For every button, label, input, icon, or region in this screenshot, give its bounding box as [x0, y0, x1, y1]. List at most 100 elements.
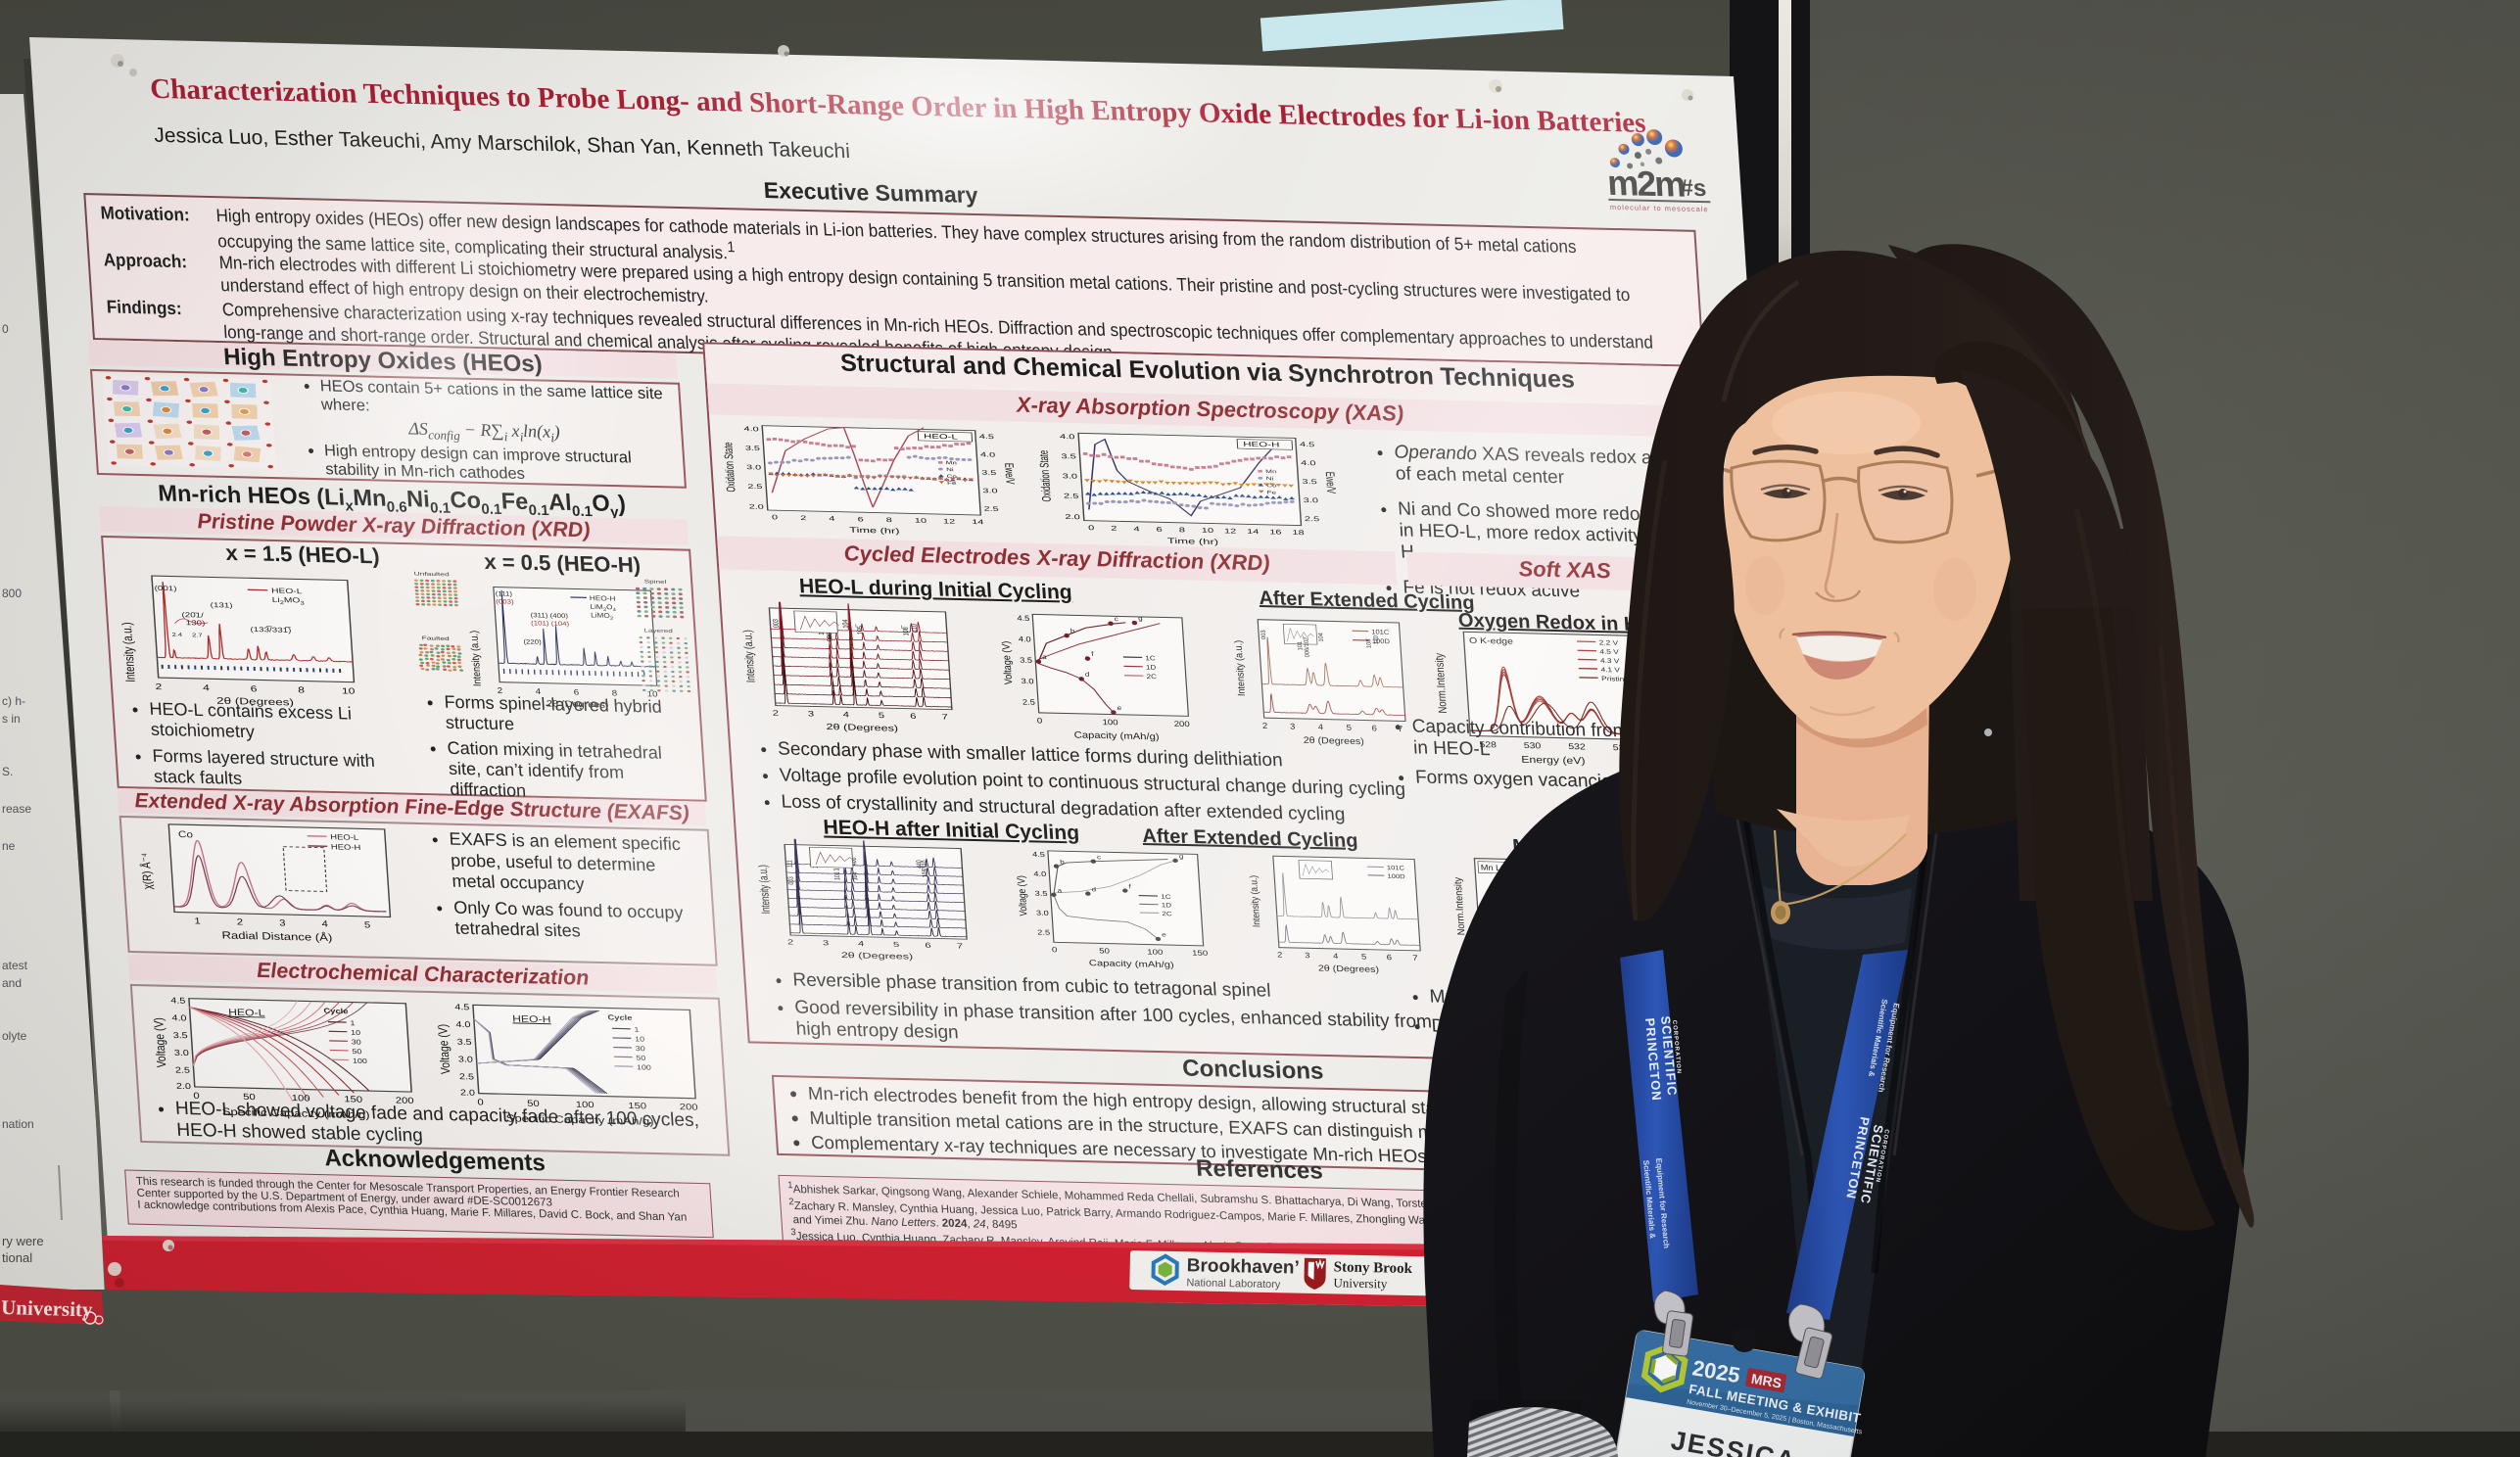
svg-text:528: 528 [1479, 740, 1497, 750]
svg-text:2θ (Degrees): 2θ (Degrees) [1318, 964, 1380, 974]
svg-text:2.5: 2.5 [1022, 697, 1036, 706]
svg-text:Norm.Intensity: Norm.Intensity [1452, 877, 1468, 936]
svg-text:Capacity (mAh/g): Capacity (mAh/g) [1089, 959, 1174, 970]
svg-text:101: 101 [833, 871, 842, 880]
svg-text:3: 3 [823, 939, 830, 948]
svg-text:100: 100 [1147, 948, 1164, 957]
svg-text:S.: S. [2, 765, 13, 778]
svg-text:150: 150 [1192, 949, 1209, 958]
svg-text:200: 200 [1173, 720, 1190, 728]
svg-text:3: 3 [1305, 951, 1310, 960]
svg-text:532: 532 [1568, 742, 1586, 752]
svg-text:10: 10 [342, 686, 356, 696]
svg-text:400: 400 [850, 857, 859, 866]
svg-text:2: 2 [773, 709, 780, 718]
svg-text:100: 100 [637, 1063, 652, 1071]
svg-text:2C: 2C [1146, 673, 1158, 681]
svg-text:c) h-: c) h- [2, 694, 25, 708]
svg-text:Ewe/V: Ewe/V [1322, 471, 1337, 494]
svg-text:Faulted: Faulted [421, 636, 450, 642]
svg-text:2θ (Degrees): 2θ (Degrees) [547, 699, 609, 710]
svg-text:105̅: 105̅ [855, 625, 865, 635]
svg-text:Fe: Fe [1266, 491, 1276, 495]
svg-text:100D: 100D [1387, 873, 1405, 880]
svg-text:Time (hr): Time (hr) [1167, 537, 1219, 546]
svg-text:Pristine: Pristine [1601, 675, 1629, 683]
svg-text:800: 800 [2, 587, 22, 600]
svg-text:4: 4 [1318, 723, 1324, 731]
svg-text:100D: 100D [1372, 637, 1391, 645]
svg-text:4.5: 4.5 [170, 996, 186, 1006]
svg-text:006/102̅: 006/102̅ [1303, 635, 1311, 658]
svg-text:3.5: 3.5 [1020, 655, 1033, 664]
svg-text:0: 0 [772, 513, 779, 520]
svg-text:HEO-H: HEO-H [512, 1014, 551, 1025]
svg-text:g: g [1179, 852, 1184, 860]
svg-text:7: 7 [957, 942, 964, 951]
svg-text:2.5: 2.5 [1064, 493, 1079, 500]
svg-text:3.0: 3.0 [1021, 677, 1034, 685]
svg-text:3.0: 3.0 [982, 487, 998, 494]
svg-text:Fe: Fe [947, 481, 957, 486]
svg-text:Intensity (a.u.): Intensity (a.u.) [1248, 875, 1261, 927]
svg-text:3.0: 3.0 [458, 1055, 474, 1064]
svg-text:2θ (Degrees): 2θ (Degrees) [216, 696, 295, 708]
svg-text:200: 200 [680, 1103, 699, 1112]
svg-text:Mn: Mn [1265, 469, 1277, 474]
svg-text:f: f [1091, 650, 1095, 658]
svg-text:3.5: 3.5 [1061, 452, 1076, 460]
svg-text:g: g [1138, 614, 1143, 622]
svg-text:(20̄1/: (20̄1/ [181, 610, 205, 619]
svg-text:PRINCETON: PRINCETON [1642, 1017, 1664, 1102]
svg-text:f: f [1128, 882, 1131, 890]
svg-text:003: 003 [1260, 630, 1267, 639]
svg-text:LiM2O4: LiM2O4 [590, 602, 616, 613]
svg-text:Layered: Layered [643, 629, 673, 634]
svg-text:National Laboratory: National Laboratory [1186, 1277, 1281, 1291]
svg-text:2.5: 2.5 [983, 505, 999, 513]
svg-text:6: 6 [1386, 953, 1392, 962]
svg-text:tional: tional [2, 1250, 32, 1265]
svg-text:Ni: Ni [1265, 476, 1274, 481]
svg-text:Co: Co [1266, 484, 1277, 489]
svg-text:4.1 V: 4.1 V [1600, 666, 1620, 674]
svg-text:2.0: 2.0 [176, 1082, 192, 1092]
svg-text:10: 10 [351, 1029, 361, 1037]
svg-text:4.0: 4.0 [1019, 634, 1032, 643]
svg-text:4.5 V: 4.5 V [1599, 647, 1619, 655]
svg-text:4.5: 4.5 [1300, 441, 1315, 448]
svg-text:χ(R) Å⁻⁴: χ(R) Å⁻⁴ [138, 853, 155, 890]
svg-text:Unfaulted: Unfaulted [413, 572, 450, 578]
svg-text:50: 50 [243, 1093, 257, 1103]
svg-text:2.7: 2.7 [192, 633, 203, 638]
svg-text:3: 3 [1290, 722, 1296, 730]
svg-text:Specific Capacity (mAh/g): Specific Capacity (mAh/g) [221, 1105, 370, 1121]
svg-text:6: 6 [1371, 724, 1377, 732]
svg-text:5: 5 [364, 920, 371, 930]
svg-text:a: a [1042, 653, 1048, 661]
svg-text:2θ (Degrees): 2θ (Degrees) [826, 723, 898, 733]
svg-text:2: 2 [1262, 721, 1268, 729]
svg-text:101: 101 [1296, 640, 1304, 650]
svg-text:4: 4 [203, 683, 211, 693]
svg-text:molecular to mesoscale: molecular to mesoscale [1610, 203, 1709, 213]
svg-text:Intensity (a.u.): Intensity (a.u.) [469, 631, 485, 686]
svg-text:0: 0 [2, 322, 9, 336]
svg-text:104: 104 [851, 871, 860, 880]
svg-text:2.0: 2.0 [748, 503, 764, 511]
svg-text:200: 200 [396, 1097, 415, 1106]
svg-text:e: e [1117, 704, 1121, 712]
svg-text:Stony Brook: Stony Brook [1334, 1259, 1413, 1277]
svg-text:100: 100 [292, 1094, 311, 1104]
svg-text:1C: 1C [1161, 893, 1171, 901]
svg-text:4.0: 4.0 [743, 425, 759, 433]
svg-text:b: b [1070, 627, 1075, 634]
svg-text:50: 50 [636, 1055, 646, 1062]
svg-text:12: 12 [943, 517, 956, 525]
svg-text:2: 2 [787, 938, 794, 947]
svg-text:HEO-L: HEO-L [271, 587, 303, 595]
svg-text:10: 10 [1202, 527, 1214, 535]
svg-text:(101) (104): (101) (104) [531, 619, 569, 628]
svg-text:4.0: 4.0 [455, 1020, 471, 1030]
svg-text:0: 0 [1037, 716, 1043, 725]
